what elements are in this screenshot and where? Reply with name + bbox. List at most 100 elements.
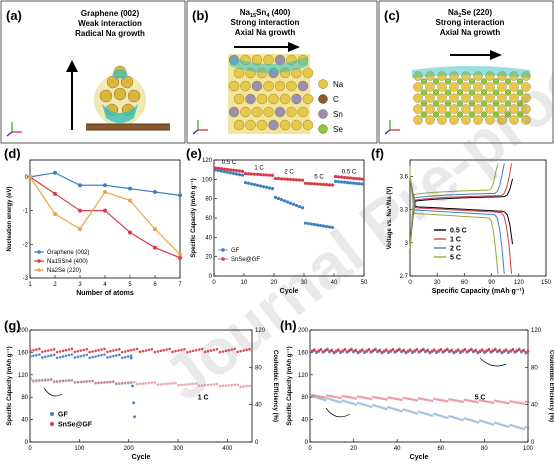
d-legend-label: Na15Sn4 (400) [47, 259, 88, 265]
h-capacity-point [504, 401, 508, 405]
e-series-point [270, 187, 275, 191]
g-ce-point [35, 353, 38, 357]
e-series-point [297, 178, 302, 182]
g-ce-point [79, 354, 83, 358]
g-capacity-point [239, 385, 242, 389]
g-ce-point [194, 348, 198, 352]
h-capacity-point [476, 400, 480, 404]
g-capacity-point [156, 383, 160, 386]
g-ce-point [245, 348, 248, 352]
h-capacity-point [502, 401, 506, 404]
g-ce-point [203, 350, 207, 354]
h-ce-point [507, 350, 510, 354]
h-ytick-label: 40 [301, 418, 308, 424]
slab-c-atom-na [461, 93, 471, 103]
h-capacity-point [494, 399, 497, 403]
h-capacity-point [369, 405, 373, 409]
g-ce-point [168, 347, 171, 351]
slab-c-atom-se [492, 111, 500, 118]
slab-b-atom [297, 106, 309, 118]
g-failure-point [131, 384, 135, 388]
e-series-point [264, 185, 269, 189]
g-capacity-point [38, 379, 41, 383]
h-ce-point [393, 350, 397, 353]
e-series-point [357, 182, 362, 186]
panel-h-label: (h) [280, 318, 297, 333]
g-capacity-point [91, 379, 94, 383]
h-capacity-point [465, 398, 469, 402]
g-ce-point [46, 354, 50, 358]
h-capacity-point [345, 400, 349, 404]
g-capacity-point [61, 379, 65, 383]
g-ce-point [29, 355, 32, 358]
g-ce-point [38, 353, 41, 356]
h-ce-point [389, 349, 392, 352]
h-ce-point [465, 350, 469, 353]
h-ce-point [474, 348, 477, 352]
e-series-point [285, 177, 290, 181]
e-series-point [231, 168, 236, 172]
f-discharge-curve [409, 165, 505, 274]
slab-c-atom-na [485, 104, 495, 114]
g-ce-point [174, 349, 177, 353]
f-xtick-label: 60 [461, 280, 468, 286]
g-capacity-point [138, 382, 142, 386]
d-xtick-label: 7 [178, 282, 182, 288]
h-capacity-point [393, 397, 397, 400]
e-series-point [261, 185, 266, 189]
h-capacity-point [317, 396, 321, 400]
legend-dot-na [318, 79, 328, 89]
h-ce-point [356, 350, 360, 354]
g-ce-point [94, 355, 97, 358]
h-capacity-point [411, 398, 414, 401]
d-series-point [128, 186, 132, 191]
g-capacity-point [215, 382, 219, 386]
g-capacity-point [144, 382, 148, 385]
h-capacity-point [313, 395, 316, 399]
g-ce-point [230, 348, 234, 351]
slab-b-atom [286, 106, 297, 118]
g-ce-point [112, 354, 115, 358]
g-xtick-label: 100 [74, 446, 85, 452]
h-capacity-point [456, 399, 460, 403]
e-ytick-label: 0 [209, 274, 213, 280]
h-capacity-point [472, 400, 475, 403]
slab-c-atom-se [444, 100, 452, 107]
g-capacity-point [203, 383, 207, 387]
na15sn4-slab [228, 54, 314, 134]
slab-c-atom-na [521, 93, 531, 103]
slab-c-atom-se [480, 111, 488, 118]
f-discharge-curve [409, 165, 513, 274]
g-capacity-point [85, 380, 89, 383]
slab-c-atom-se [444, 89, 452, 96]
slab-c-atom-se [456, 89, 464, 96]
h-capacity-point [376, 396, 379, 400]
f-legend-label: 2 C [450, 246, 461, 253]
g-ce-point [129, 348, 133, 352]
h-capacity-point [450, 398, 454, 402]
e-series-point [321, 182, 326, 187]
h-capacity-point [432, 397, 436, 401]
g-capacity-point [91, 379, 94, 383]
h-capacity-point [428, 413, 432, 417]
h-capacity-point [365, 404, 368, 407]
e-series-point [231, 171, 236, 176]
h-ce-point [500, 350, 504, 354]
h-ce-point [443, 348, 447, 352]
g-ce-point [32, 354, 35, 358]
h-ce-point [317, 349, 321, 352]
g-ce-point [242, 349, 245, 352]
h-capacity-point [385, 398, 388, 401]
g-ce-point [29, 349, 32, 353]
g-legend-marker [50, 412, 54, 416]
slab-b-atom [256, 93, 268, 105]
g-ce-point [162, 348, 165, 352]
f-xtick-label: 120 [514, 280, 525, 286]
d-legend-label: Na2Se (220) [47, 268, 81, 274]
g-legend-marker [50, 422, 54, 426]
slab-c-atom-se [504, 111, 512, 118]
h-capacity-point [470, 419, 473, 422]
e-legend-label: SnSe@GF [231, 257, 260, 263]
h-ce-point [361, 348, 364, 351]
slab-c-atom-se [468, 111, 476, 118]
